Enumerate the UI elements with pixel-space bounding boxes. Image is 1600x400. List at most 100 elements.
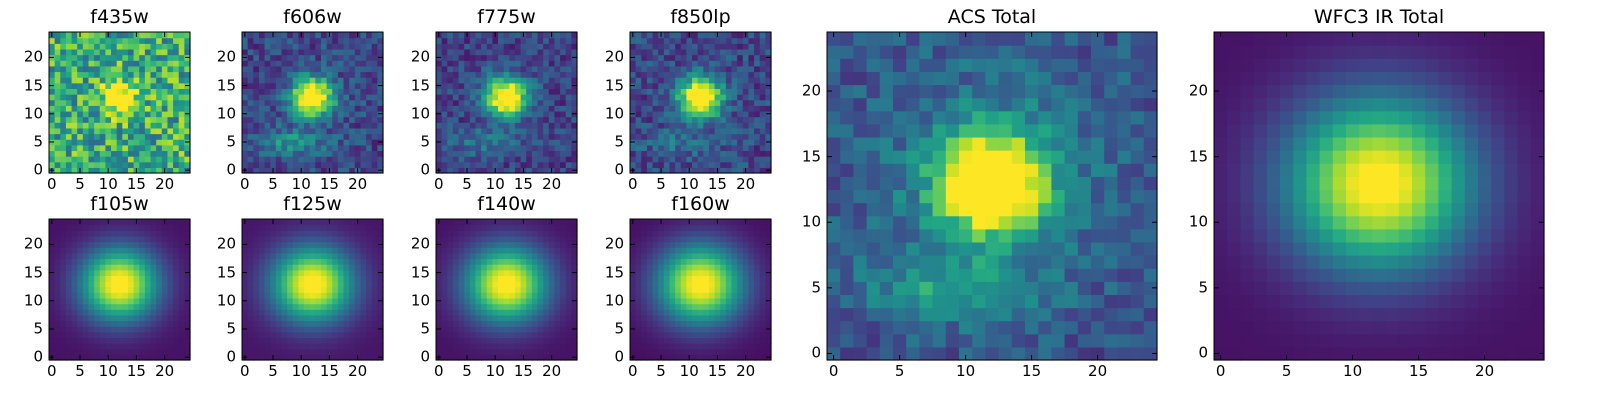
- heatmap-cell: [320, 65, 328, 73]
- heatmap-cell: [630, 320, 637, 327]
- heatmap-cell: [326, 337, 333, 344]
- heatmap-cell: [122, 161, 129, 168]
- heatmap-cell: [94, 122, 101, 129]
- heatmap-cell: [652, 331, 659, 339]
- heatmap-cell: [304, 127, 311, 135]
- heatmap-cell: [714, 65, 721, 73]
- heatmap-cell: [759, 133, 766, 140]
- heatmap-cell: [737, 54, 744, 61]
- heatmap-cell: [337, 110, 345, 118]
- heatmap-cell: [635, 326, 642, 333]
- heatmap-cell: [354, 99, 362, 106]
- heatmap-cell: [526, 139, 533, 146]
- heatmap-cell: [247, 161, 254, 168]
- heatmap-cell: [498, 337, 505, 344]
- heatmap-cell: [270, 230, 277, 237]
- heatmap-cell: [281, 37, 288, 44]
- heatmap-cell: [441, 127, 448, 135]
- heatmap-cell: [754, 127, 761, 135]
- heatmap-cell: [436, 258, 443, 265]
- heatmap-cell: [725, 88, 733, 95]
- heatmap-cell: [88, 258, 95, 265]
- heatmap-cell: [161, 264, 169, 271]
- heatmap-cell: [258, 264, 266, 271]
- heatmap-cell: [697, 309, 704, 316]
- heatmap-cell: [71, 252, 78, 260]
- heatmap-cell: [281, 264, 288, 271]
- heatmap-cell: [509, 297, 516, 305]
- heatmap-cell: [481, 281, 488, 288]
- heatmap-cell: [258, 269, 266, 276]
- heatmap-cell: [703, 326, 710, 333]
- heatmap-cell: [641, 82, 648, 89]
- heatmap-cell: [49, 337, 56, 344]
- heatmap-cell: [156, 43, 163, 50]
- heatmap-cell: [548, 337, 556, 344]
- heatmap-cell: [287, 161, 294, 168]
- heatmap-cell: [270, 281, 277, 288]
- heatmap-cell: [663, 320, 671, 327]
- heatmap-cell: [127, 326, 135, 333]
- heatmap-cell: [680, 281, 687, 288]
- heatmap-cell: [537, 303, 544, 310]
- heatmap-cell: [247, 281, 254, 288]
- heatmap-cell: [264, 309, 271, 316]
- heatmap-cell: [253, 314, 260, 322]
- heatmap-cell: [731, 286, 738, 293]
- heatmap-cell: [82, 48, 90, 56]
- heatmap-cell: [514, 354, 522, 361]
- heatmap-cell: [82, 314, 90, 322]
- heatmap-cell: [349, 286, 356, 293]
- heatmap-cell: [630, 60, 637, 67]
- heatmap-cell: [447, 297, 454, 305]
- heatmap-cell: [264, 331, 271, 339]
- heatmap-cell: [520, 264, 527, 271]
- heatmap-cell: [309, 150, 316, 157]
- heatmap-cell: [697, 133, 704, 140]
- heatmap-cell: [99, 269, 106, 276]
- heatmap-cell: [337, 32, 345, 39]
- heatmap-cell: [354, 252, 362, 260]
- heatmap-cell: [447, 105, 454, 112]
- heatmap-cell: [133, 60, 140, 67]
- heatmap-cell: [748, 94, 755, 101]
- heatmap-cell: [287, 144, 294, 152]
- heatmap-cell: [173, 32, 180, 39]
- heatmap-cell: [675, 144, 682, 152]
- heatmap-cell: [111, 309, 118, 316]
- heatmap-cell: [315, 264, 322, 271]
- heatmap-cell: [184, 331, 191, 339]
- heatmap-cell: [658, 110, 665, 118]
- heatmap-cell: [99, 314, 106, 322]
- heatmap-cell: [315, 326, 322, 333]
- heatmap-cell: [315, 258, 322, 265]
- heatmap-cell: [304, 264, 311, 271]
- heatmap-cell: [737, 167, 744, 174]
- heatmap-cell: [714, 37, 721, 44]
- heatmap-cell: [464, 258, 471, 265]
- heatmap-cell: [725, 110, 733, 118]
- heatmap-cell: [703, 127, 710, 135]
- heatmap-cell: [127, 60, 135, 67]
- heatmap-cell: [703, 292, 710, 299]
- heatmap-cell: [298, 60, 305, 67]
- y-tick-label: 15: [604, 76, 624, 95]
- heatmap-cell: [161, 161, 169, 168]
- heatmap-cell: [60, 331, 67, 339]
- heatmap-cell: [54, 48, 61, 56]
- heatmap-cell: [509, 77, 516, 84]
- heatmap-cell: [287, 247, 294, 254]
- heatmap-cell: [77, 275, 84, 282]
- heatmap-cell: [105, 144, 112, 152]
- heatmap-cell: [748, 99, 755, 106]
- heatmap-cell: [498, 230, 505, 237]
- heatmap-cell: [127, 314, 135, 322]
- heatmap-cell: [116, 37, 123, 44]
- heatmap-cell: [270, 320, 277, 327]
- heatmap-cell: [531, 167, 539, 174]
- heatmap-cell: [54, 133, 61, 140]
- heatmap-cell: [731, 354, 738, 361]
- heatmap-cell: [708, 60, 716, 67]
- heatmap-cell: [315, 297, 322, 305]
- heatmap-cell: [748, 105, 755, 112]
